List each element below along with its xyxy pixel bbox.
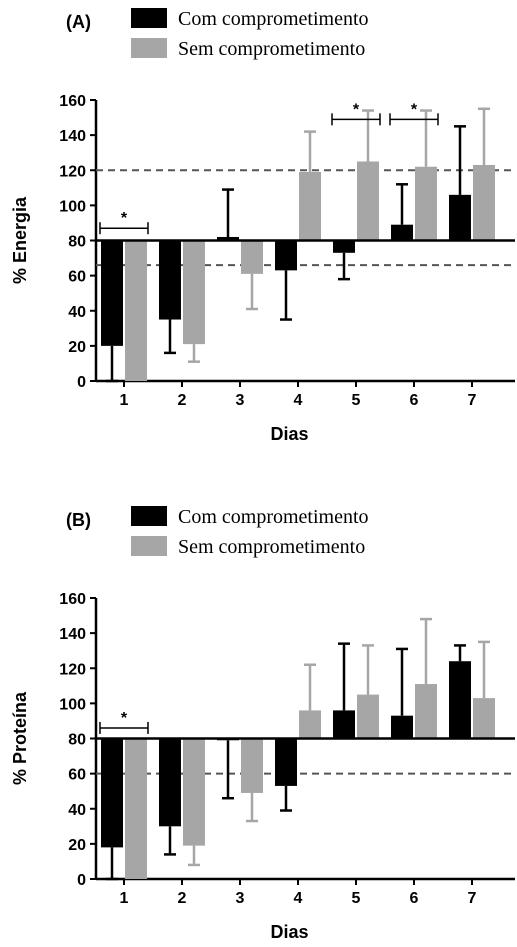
x-tick-label: 1 [120, 890, 129, 907]
x-tick-label: 3 [236, 392, 245, 409]
legend-label: Sem comprometimento [178, 536, 365, 558]
x-tick-label: 6 [410, 392, 419, 409]
bar [217, 236, 239, 241]
y-tick-label: 20 [68, 339, 86, 356]
y-tick-label: 140 [59, 626, 86, 643]
x-tick-label: 1 [120, 392, 129, 409]
bar [183, 738, 205, 846]
bar [357, 161, 379, 241]
bar [299, 172, 321, 241]
bar [275, 738, 297, 786]
bar [125, 738, 147, 879]
y-tick-label: 60 [68, 269, 86, 286]
legend-label: Com comprometimento [178, 8, 369, 30]
x-tick-label: 7 [468, 890, 477, 907]
bar [473, 164, 495, 241]
bar [449, 661, 471, 739]
bar [275, 240, 297, 271]
bar [473, 698, 495, 739]
x-tick-label: 5 [352, 392, 361, 409]
legend-swatch [131, 38, 167, 58]
y-tick-label: 40 [68, 802, 86, 819]
y-tick-label: 160 [59, 591, 86, 608]
y-axis-title: % Energia [10, 196, 30, 284]
significance-star: * [411, 101, 418, 118]
significance-star: * [353, 101, 360, 118]
bar [159, 738, 181, 827]
bar [391, 715, 413, 739]
bar [241, 738, 263, 793]
y-tick-label: 160 [59, 93, 86, 110]
bar [449, 194, 471, 241]
y-tick-label: 0 [77, 374, 86, 391]
bar [101, 738, 123, 848]
panel-label: (B) [66, 510, 91, 530]
legend-label: Com comprometimento [178, 506, 369, 528]
y-tick-label: 60 [68, 767, 86, 784]
bar [159, 240, 181, 320]
y-tick-label: 0 [77, 872, 86, 889]
bar [299, 710, 321, 739]
x-tick-label: 2 [178, 392, 187, 409]
bar [101, 240, 123, 346]
y-tick-label: 40 [68, 304, 86, 321]
panel-label: (A) [66, 12, 91, 32]
significance-star: * [121, 710, 128, 727]
x-tick-label: 5 [352, 890, 361, 907]
legend-swatch [131, 506, 167, 526]
x-tick-label: 3 [236, 890, 245, 907]
bar [415, 166, 437, 241]
significance-star: * [121, 210, 128, 227]
x-tick-label: 2 [178, 890, 187, 907]
y-tick-label: 140 [59, 128, 86, 145]
bar [357, 694, 379, 739]
bar [333, 710, 355, 739]
y-tick-label: 80 [68, 732, 86, 749]
y-tick-label: 120 [59, 163, 86, 180]
x-tick-label: 4 [294, 890, 303, 907]
x-tick-label: 4 [294, 392, 303, 409]
y-tick-label: 80 [68, 234, 86, 251]
bar [391, 224, 413, 241]
bar [415, 684, 437, 739]
y-tick-label: 120 [59, 661, 86, 678]
y-tick-label: 100 [59, 696, 86, 713]
x-axis-title: Dias [270, 424, 308, 444]
legend-swatch [131, 8, 167, 28]
legend-swatch [131, 536, 167, 556]
y-tick-label: 100 [59, 198, 86, 215]
bar [241, 240, 263, 274]
y-tick-label: 20 [68, 837, 86, 854]
bar [125, 240, 147, 381]
bar [183, 240, 205, 345]
bar [333, 240, 355, 253]
x-tick-label: 7 [468, 392, 477, 409]
x-tick-label: 6 [410, 890, 419, 907]
legend-label: Sem comprometimento [178, 38, 365, 60]
y-axis-title: % Proteína [10, 691, 30, 785]
x-axis-title: Dias [270, 922, 308, 942]
